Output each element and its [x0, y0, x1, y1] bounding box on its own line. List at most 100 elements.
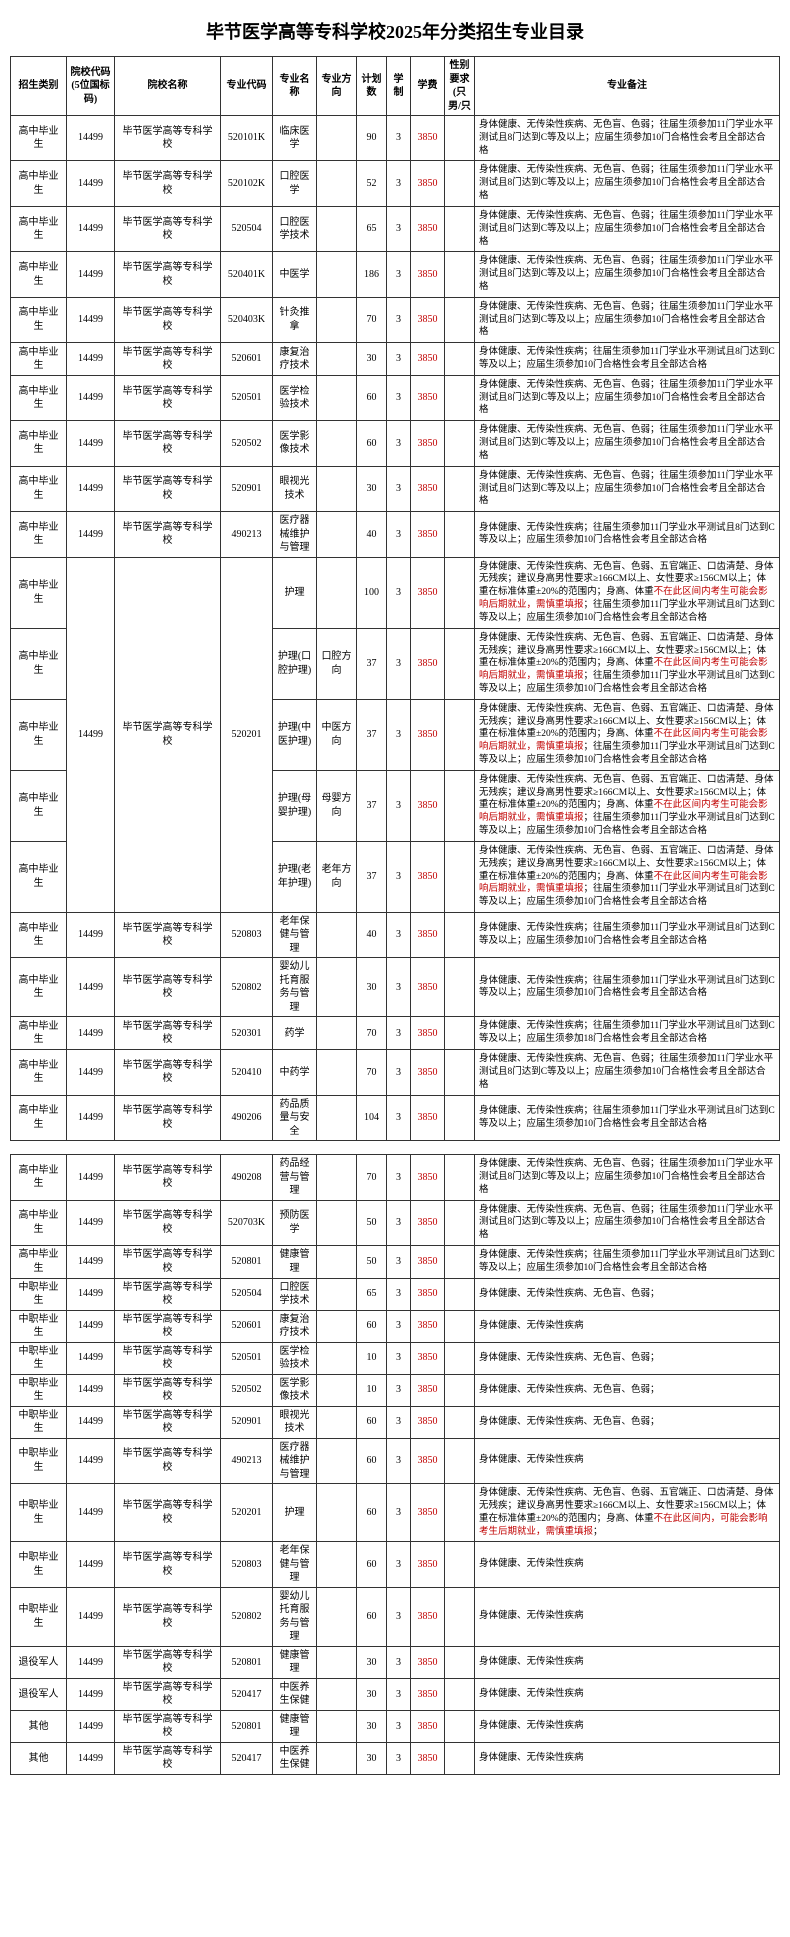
cell-majorname: 护理 — [273, 1484, 317, 1542]
cell-direction — [317, 912, 357, 958]
cell-schoolname: 毕节医学高等专科学校 — [115, 1095, 221, 1141]
cell-category: 高中毕业生 — [11, 1200, 67, 1245]
cell-category: 其他 — [11, 1742, 67, 1774]
cell-sex — [445, 1678, 475, 1710]
cell-fee: 3850 — [411, 1155, 445, 1201]
cell-plan: 37 — [357, 699, 387, 770]
cell-direction — [317, 421, 357, 466]
cell-majorcode: 520403K — [221, 297, 273, 342]
cell-direction — [317, 1678, 357, 1710]
cell-sex — [445, 466, 475, 511]
th-plan: 计划数 — [357, 57, 387, 116]
cell-remark: 身体健康、无传染性疾病；往届生须参加11门学业水平测试且8门达到C等及以上；应届… — [475, 343, 780, 376]
cell-fee: 3850 — [411, 1542, 445, 1588]
cell-direction — [317, 958, 357, 1017]
cell-remark: 身体健康、无传染性疾病 — [475, 1742, 780, 1774]
cell-sex — [445, 841, 475, 912]
cell-remark: 身体健康、无传染性疾病、无色盲、色弱、五官端正、口齿清楚、身体无残疾；建议身高男… — [475, 557, 780, 628]
cell-fee: 3850 — [411, 1587, 445, 1646]
cell-schoolcode: 14499 — [67, 421, 115, 466]
cell-direction — [317, 1200, 357, 1245]
cell-schoolcode: 14499 — [67, 912, 115, 958]
cell-majorcode: 520901 — [221, 466, 273, 511]
cell-years: 3 — [387, 1484, 411, 1542]
th-remark: 专业备注 — [475, 57, 780, 116]
cell-fee: 3850 — [411, 1310, 445, 1342]
cell-years: 3 — [387, 1678, 411, 1710]
cell-schoolname: 毕节医学高等专科学校 — [115, 1438, 221, 1484]
cell-majorname: 药学 — [273, 1017, 317, 1050]
cell-plan: 37 — [357, 628, 387, 699]
table-row: 中职毕业生14499毕节医学高等专科学校520802婴幼儿托育服务与管理6033… — [11, 1587, 780, 1646]
cell-sex — [445, 116, 475, 161]
cell-majorname: 医学检验技术 — [273, 375, 317, 420]
cell-fee: 3850 — [411, 343, 445, 376]
cell-category: 高中毕业生 — [11, 375, 67, 420]
cell-majorcode: 520601 — [221, 343, 273, 376]
cell-years: 3 — [387, 343, 411, 376]
cell-years: 3 — [387, 116, 411, 161]
cell-fee: 3850 — [411, 699, 445, 770]
cell-sex — [445, 375, 475, 420]
cell-majorname: 医疗器械维护与管理 — [273, 1438, 317, 1484]
cell-fee: 3850 — [411, 1678, 445, 1710]
cell-plan: 60 — [357, 375, 387, 420]
cell-plan: 60 — [357, 1406, 387, 1438]
cell-sex — [445, 297, 475, 342]
cell-direction: 老年方向 — [317, 841, 357, 912]
cell-majorcode: 520801 — [221, 1245, 273, 1278]
cell-years: 3 — [387, 512, 411, 558]
cell-years: 3 — [387, 699, 411, 770]
cell-category: 高中毕业生 — [11, 1050, 67, 1095]
cell-years: 3 — [387, 1200, 411, 1245]
cell-majorname: 医学影像技术 — [273, 421, 317, 466]
cell-fee: 3850 — [411, 1095, 445, 1141]
cell-direction — [317, 1710, 357, 1742]
cell-category: 高中毕业生 — [11, 466, 67, 511]
cell-remark: 身体健康、无传染性疾病、无色盲、色弱； — [475, 1342, 780, 1374]
cell-majorname: 健康管理 — [273, 1710, 317, 1742]
table-row: 高中毕业生14499毕节医学高等专科学校520102K口腔医学5233850身体… — [11, 161, 780, 206]
cell-fee: 3850 — [411, 1438, 445, 1484]
cell-majorcode: 520201 — [221, 557, 273, 912]
table-row: 高中毕业生14499毕节医学高等专科学校520803老年保健与管理4033850… — [11, 912, 780, 958]
cell-direction — [317, 1050, 357, 1095]
cell-years: 3 — [387, 1406, 411, 1438]
cell-remark: 身体健康、无传染性疾病、无色盲、色弱；往届生须参加11门学业水平测试且8门达到C… — [475, 297, 780, 342]
table-row: 中职毕业生14499毕节医学高等专科学校520201护理6033850身体健康、… — [11, 1484, 780, 1542]
cell-years: 3 — [387, 1587, 411, 1646]
cell-majorname: 中医养生保健 — [273, 1742, 317, 1774]
cell-schoolname: 毕节医学高等专科学校 — [115, 1484, 221, 1542]
table-row: 高中毕业生14499毕节医学高等专科学校520601康复治疗技术3033850身… — [11, 343, 780, 376]
cell-schoolname: 毕节医学高等专科学校 — [115, 252, 221, 297]
cell-plan: 60 — [357, 1484, 387, 1542]
cell-schoolcode: 14499 — [67, 375, 115, 420]
cell-schoolname: 毕节医学高等专科学校 — [115, 1406, 221, 1438]
cell-majorcode: 520802 — [221, 958, 273, 1017]
cell-schoolcode: 14499 — [67, 1710, 115, 1742]
cell-years: 3 — [387, 297, 411, 342]
cell-majorcode: 520417 — [221, 1742, 273, 1774]
cell-category: 其他 — [11, 1710, 67, 1742]
table-row: 高中毕业生14499毕节医学高等专科学校520403K针灸推拿7033850身体… — [11, 297, 780, 342]
cell-plan: 60 — [357, 1542, 387, 1588]
cell-majorcode: 520703K — [221, 1200, 273, 1245]
cell-sex — [445, 252, 475, 297]
cell-schoolcode: 14499 — [67, 161, 115, 206]
cell-majorname: 口腔医学 — [273, 161, 317, 206]
table-row: 高中毕业生14499毕节医学高等专科学校520501医学检验技术6033850身… — [11, 375, 780, 420]
th-fee: 学费 — [411, 57, 445, 116]
cell-schoolname: 毕节医学高等专科学校 — [115, 1155, 221, 1201]
cell-schoolname: 毕节医学高等专科学校 — [115, 557, 221, 912]
cell-schoolcode: 14499 — [67, 343, 115, 376]
cell-plan: 37 — [357, 841, 387, 912]
cell-direction — [317, 1587, 357, 1646]
cell-schoolname: 毕节医学高等专科学校 — [115, 1542, 221, 1588]
cell-sex — [445, 1646, 475, 1678]
th-majorname: 专业名称 — [273, 57, 317, 116]
cell-plan: 60 — [357, 1310, 387, 1342]
cell-remark: 身体健康、无传染性疾病、无色盲、色弱； — [475, 1406, 780, 1438]
table-header-row: 招生类别 院校代码(5位国标码) 院校名称 专业代码 专业名称 专业方向 计划数… — [11, 57, 780, 116]
cell-majorcode: 490208 — [221, 1155, 273, 1201]
cell-plan: 60 — [357, 1438, 387, 1484]
